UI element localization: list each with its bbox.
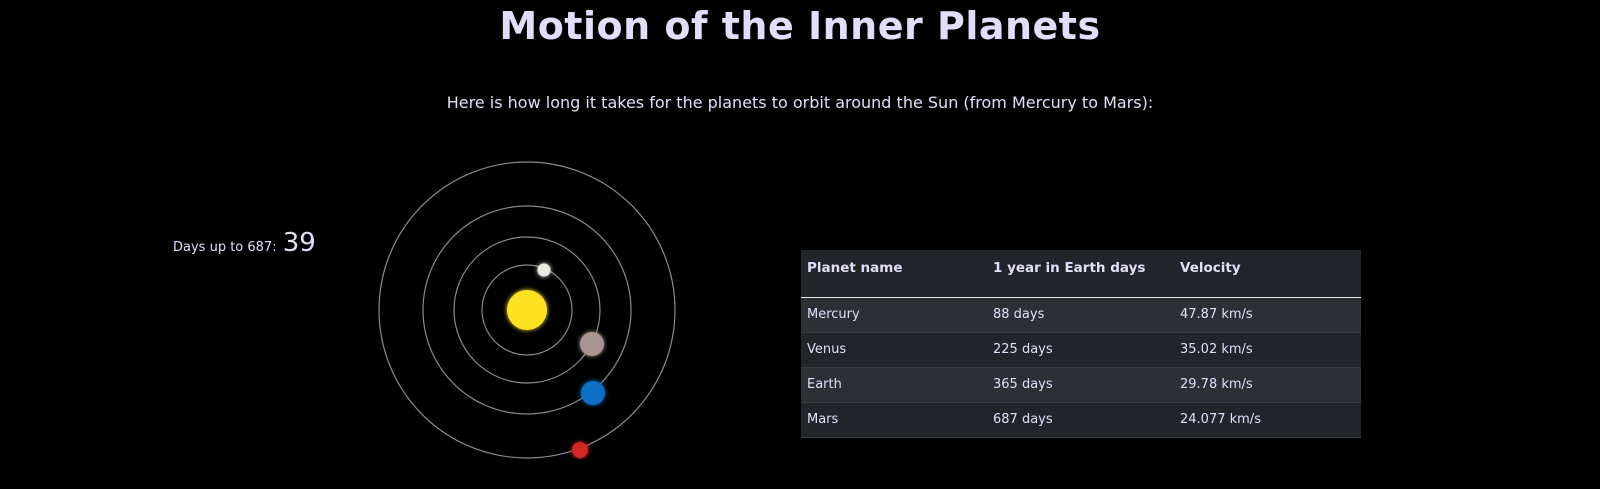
planet-name-cell: Mercury [801,297,987,333]
planet-name-cell: Mars [801,402,987,438]
day-counter-label: Days up to 687: [173,240,277,255]
day-counter: Days up to 687: 39 [173,228,316,258]
velocity-cell: 35.02 km/s [1174,332,1361,368]
mars-planet [572,442,588,458]
velocity-cell: 47.87 km/s [1174,297,1361,333]
earth-planet [581,381,605,405]
venus-orbit [453,236,601,384]
table-row: Earth 365 days 29.78 km/s [801,367,1361,403]
earth-days-cell: 687 days [987,402,1174,438]
earth-days-cell: 88 days [987,297,1174,333]
header-planet-name: Planet name [801,250,987,298]
velocity-cell: 24.077 km/s [1174,402,1361,438]
velocity-cell: 29.78 km/s [1174,367,1361,403]
mercury-planet [537,263,551,277]
header-earth-days: 1 year in Earth days [987,250,1174,298]
earth-days-cell: 225 days [987,332,1174,368]
earth-orbit [422,205,632,415]
sun [507,290,547,330]
mercury-orbit [481,264,573,356]
orrery [378,161,676,459]
venus-planet [580,332,604,356]
page-subtitle: Here is how long it takes for the planet… [446,93,1154,112]
planet-name-cell: Earth [801,367,987,403]
table-row: Mercury 88 days 47.87 km/s [801,297,1361,333]
planet-table: Planet name 1 year in Earth days Velocit… [801,250,1361,438]
day-counter-value: 39 [282,228,316,258]
table-header-row: Planet name 1 year in Earth days Velocit… [801,250,1361,298]
earth-days-cell: 365 days [987,367,1174,403]
table-row: Mars 687 days 24.077 km/s [801,402,1361,438]
planet-name-cell: Venus [801,332,987,368]
table-row: Venus 225 days 35.02 km/s [801,332,1361,368]
page-title: Motion of the Inner Planets [499,4,1101,48]
header-velocity: Velocity [1174,250,1361,298]
mars-orbit [378,161,676,459]
